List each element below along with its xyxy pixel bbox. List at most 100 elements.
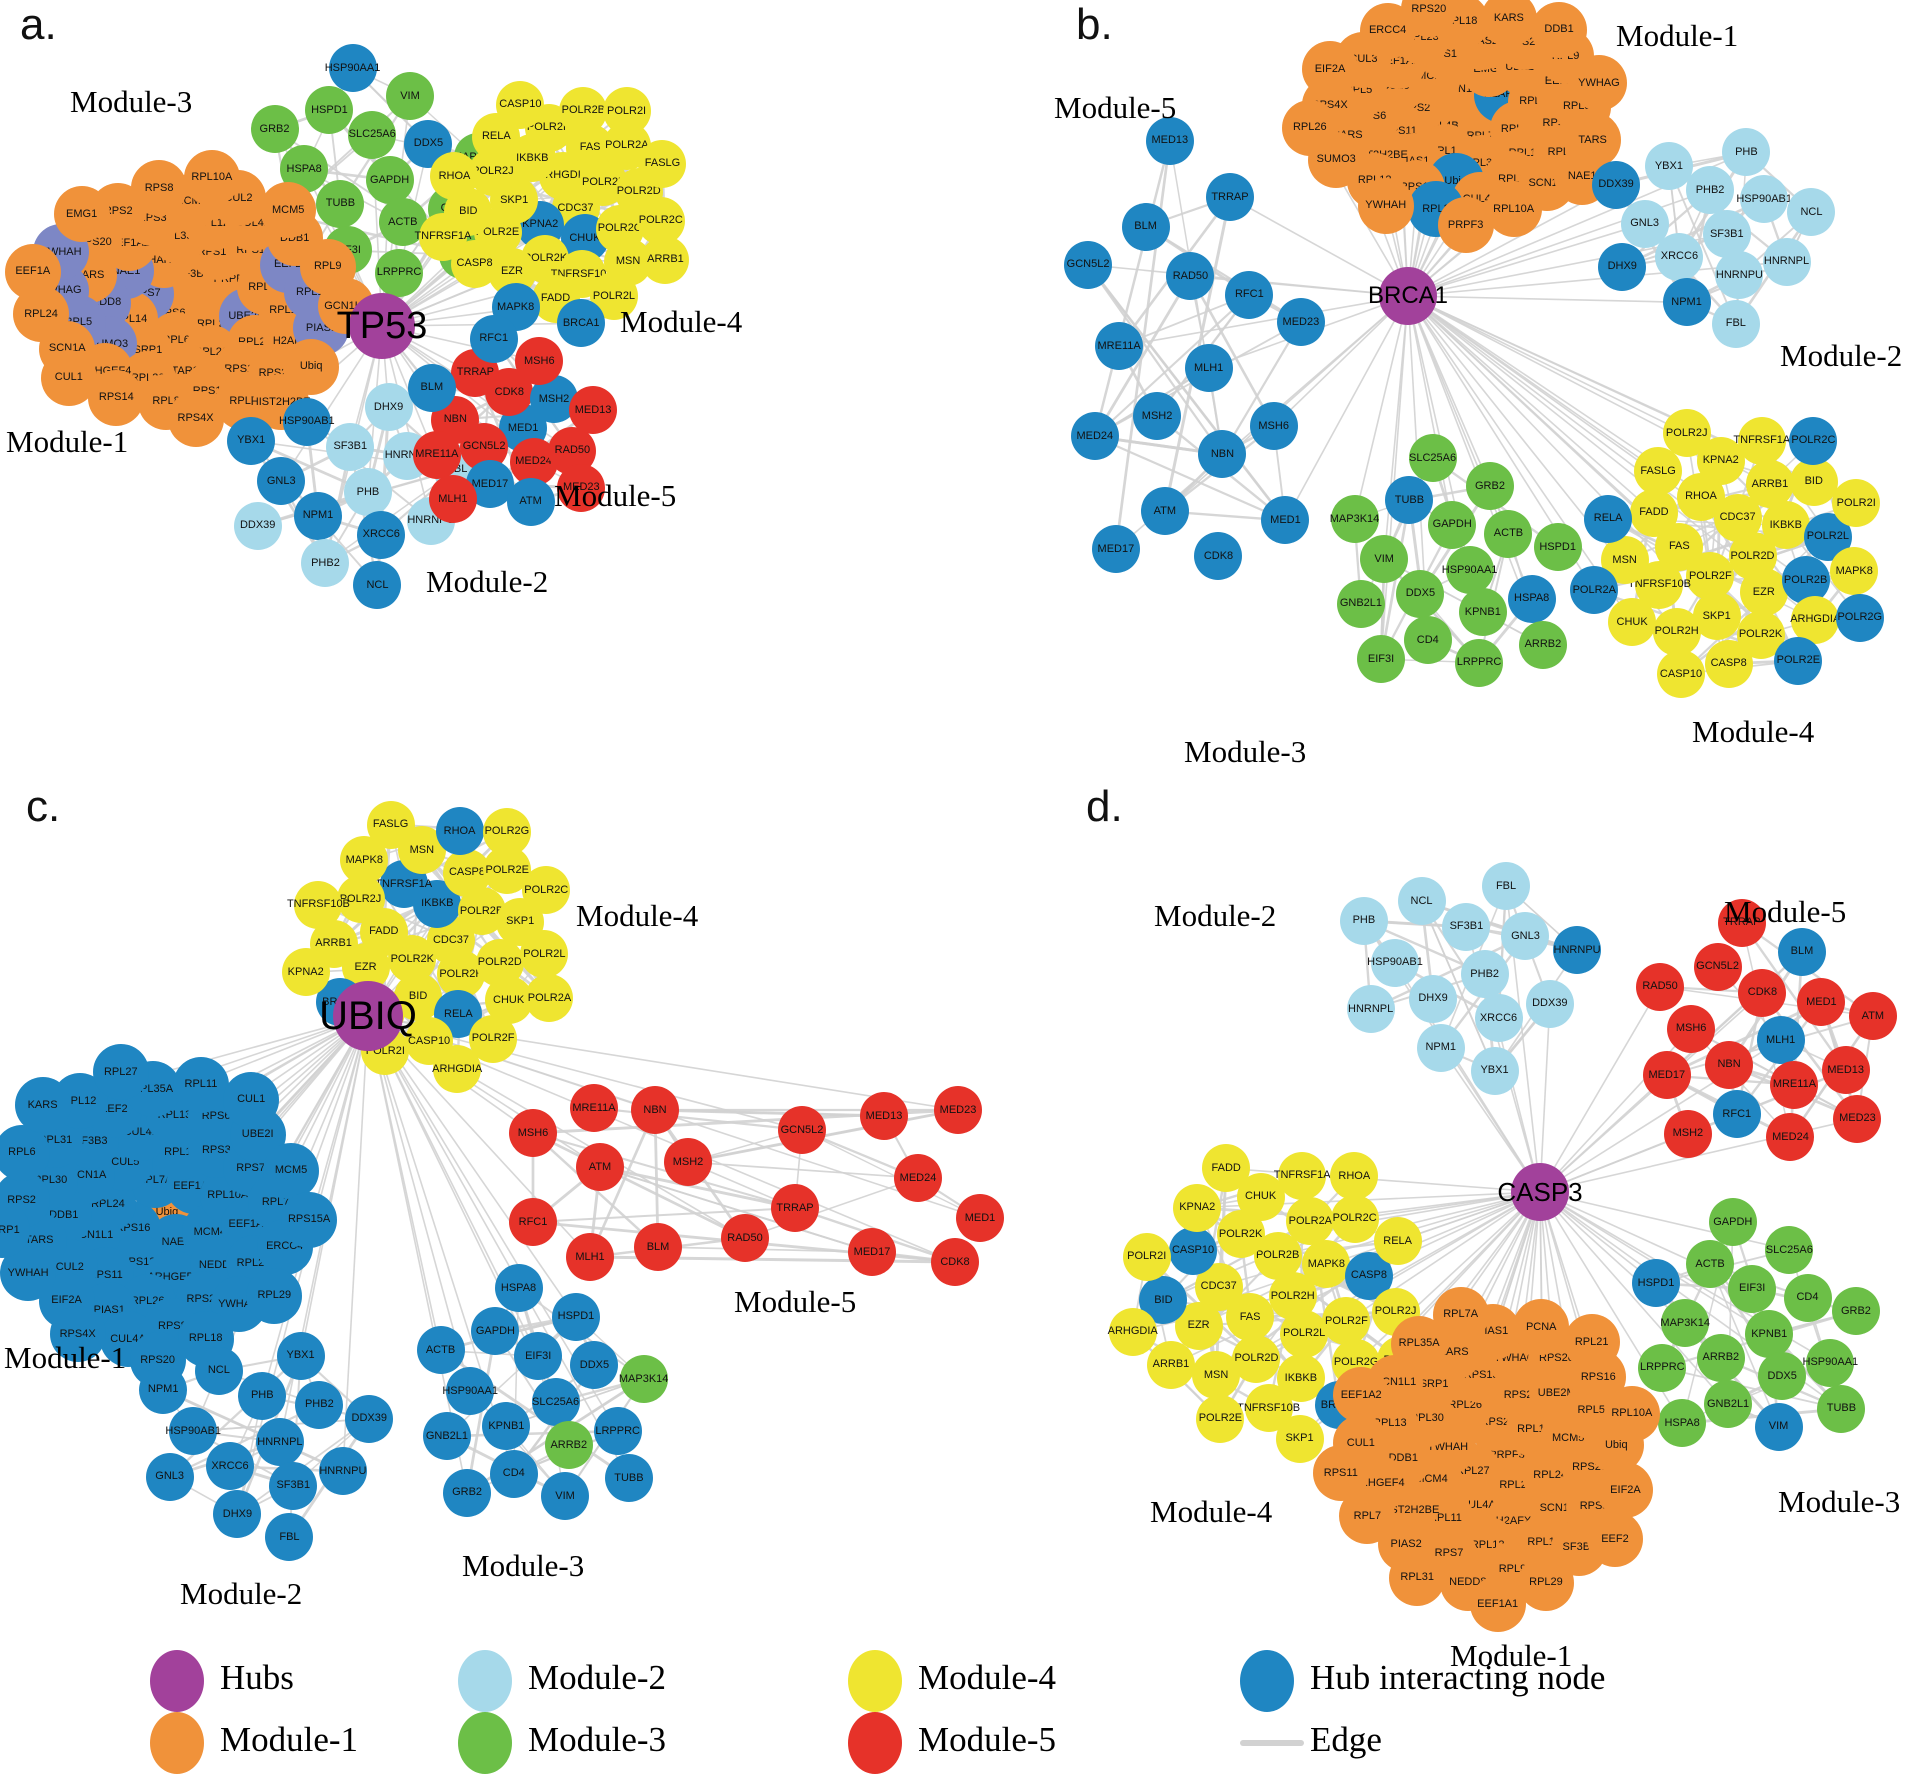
node-YWHAH[interactable]: YWHAH xyxy=(1357,177,1414,234)
node-TRRAP[interactable]: TRRAP xyxy=(1205,173,1254,222)
node-MAP3K14[interactable]: MAP3K14 xyxy=(619,1355,668,1404)
node-MSH6[interactable]: MSH6 xyxy=(1249,402,1298,451)
node-HSP90AA1[interactable]: HSP90AA1 xyxy=(325,44,380,93)
node-MED13[interactable]: MED13 xyxy=(569,386,618,434)
node-CASP10[interactable]: CASP10 xyxy=(1169,1226,1218,1275)
node-TNFRSF1A[interactable]: TNFRSF1A xyxy=(414,212,471,261)
node-XRCC6[interactable]: XRCC6 xyxy=(206,1442,254,1491)
node-VIM[interactable]: VIM xyxy=(385,72,434,120)
node-ACTB[interactable]: ACTB xyxy=(416,1326,465,1375)
hub-node-TP53[interactable]: TP53 xyxy=(337,293,427,359)
node-SLC25A6[interactable]: SLC25A6 xyxy=(1765,1226,1814,1274)
node-HSP90AB1[interactable]: HSP90AB1 xyxy=(1736,175,1792,223)
node-BLM[interactable]: BLM xyxy=(1121,202,1170,251)
node-PHB2[interactable]: PHB2 xyxy=(1460,950,1509,998)
node-ATM[interactable]: ATM xyxy=(1848,992,1897,1041)
node-RPL10A[interactable]: RPL10A xyxy=(1603,1385,1660,1442)
node-PRPF3[interactable]: PRPF3 xyxy=(1437,197,1494,254)
node-SF3B1[interactable]: SF3B1 xyxy=(1442,902,1491,951)
node-MLH1[interactable]: MLH1 xyxy=(566,1233,614,1281)
node-MED23[interactable]: MED23 xyxy=(1276,298,1325,347)
node-ATM[interactable]: ATM xyxy=(1140,487,1189,536)
node-MSN[interactable]: MSN xyxy=(1192,1351,1241,1400)
node-NPM1[interactable]: NPM1 xyxy=(139,1365,188,1414)
node-MCM5[interactable]: MCM5 xyxy=(263,1142,320,1199)
node-MED24[interactable]: MED24 xyxy=(894,1154,942,1202)
node-XRCC6[interactable]: XRCC6 xyxy=(1474,994,1523,1043)
node-TNFRSF1A[interactable]: TNFRSF1A xyxy=(1274,1151,1331,1200)
node-RPS8[interactable]: RPS8 xyxy=(131,160,188,217)
node-ATM[interactable]: ATM xyxy=(506,477,555,526)
node-EEF1A1[interactable]: EEF1A1 xyxy=(1469,1576,1526,1633)
node-EIF3I[interactable]: EIF3I xyxy=(1357,635,1406,684)
node-FASLG[interactable]: FASLG xyxy=(366,800,415,849)
node-GCN5L2[interactable]: GCN5L2 xyxy=(778,1106,826,1154)
node-RPL29[interactable]: RPL29 xyxy=(1517,1554,1574,1611)
node-HSP90AB1[interactable]: HSP90AB1 xyxy=(279,397,335,446)
node-POLR2I[interactable]: POLR2I xyxy=(1832,479,1881,528)
node-TNFRSF1A[interactable]: TNFRSF1A xyxy=(1733,416,1790,465)
node-MAPK8[interactable]: MAPK8 xyxy=(1830,547,1879,596)
node-GNB2L1[interactable]: GNB2L1 xyxy=(1336,579,1385,628)
node-CDK8[interactable]: CDK8 xyxy=(931,1238,979,1286)
node-GRB2[interactable]: GRB2 xyxy=(1465,462,1514,510)
node-HSPA8[interactable]: HSPA8 xyxy=(1658,1399,1707,1448)
node-EEF2[interactable]: EEF2 xyxy=(1586,1511,1643,1567)
node-HSP90AA1[interactable]: HSP90AA1 xyxy=(1803,1338,1858,1387)
node-PHB[interactable]: PHB xyxy=(343,468,392,516)
node-SKP1[interactable]: SKP1 xyxy=(1275,1414,1324,1463)
node-MRE11A[interactable]: MRE11A xyxy=(1770,1060,1819,1109)
node-TUBB[interactable]: TUBB xyxy=(604,1454,653,1503)
node-FASLG[interactable]: FASLG xyxy=(1634,447,1683,496)
node-MSH6[interactable]: MSH6 xyxy=(1667,1004,1716,1053)
node-RHOA[interactable]: RHOA xyxy=(1330,1152,1379,1201)
node-HSPD1[interactable]: HSPD1 xyxy=(551,1292,600,1341)
node-HSPA8[interactable]: HSPA8 xyxy=(494,1264,543,1313)
node-GNL3[interactable]: GNL3 xyxy=(145,1452,194,1501)
node-MSH2[interactable]: MSH2 xyxy=(1663,1109,1712,1158)
node-PHB[interactable]: PHB xyxy=(1339,896,1388,945)
node-NPM1[interactable]: NPM1 xyxy=(294,491,342,540)
node-MED17[interactable]: MED17 xyxy=(1642,1051,1691,1100)
hub-node-UBIQ[interactable]: UBIQ xyxy=(319,981,417,1051)
node-CD4[interactable]: CD4 xyxy=(1403,616,1452,665)
node-ARRB2[interactable]: ARRB2 xyxy=(1696,1333,1745,1382)
node-DHX9[interactable]: DHX9 xyxy=(1409,974,1458,1023)
node-POLR2J[interactable]: POLR2J xyxy=(1662,409,1711,458)
node-ARHGDIA[interactable]: ARHGDIA xyxy=(432,1045,482,1094)
node-NCL[interactable]: NCL xyxy=(1397,877,1446,926)
node-KARS[interactable]: KARS xyxy=(14,1077,71,1134)
node-MED17[interactable]: MED17 xyxy=(1091,525,1140,574)
node-RFC1[interactable]: RFC1 xyxy=(509,1198,557,1246)
node-SLC25A6[interactable]: SLC25A6 xyxy=(348,110,397,159)
node-ARRB1[interactable]: ARRB1 xyxy=(1745,460,1794,509)
node-POLR2C[interactable]: POLR2C xyxy=(1789,416,1838,465)
node-RPL7A[interactable]: RPL7A xyxy=(1432,1286,1489,1343)
node-PHB2[interactable]: PHB2 xyxy=(295,1380,344,1429)
node-CUL1[interactable]: CUL1 xyxy=(40,349,97,406)
node-MSH2[interactable]: MSH2 xyxy=(1133,392,1182,441)
node-HSPD1[interactable]: HSPD1 xyxy=(1533,523,1582,572)
node-GNB2L1[interactable]: GNB2L1 xyxy=(422,1412,471,1461)
node-RPL26[interactable]: RPL26 xyxy=(1281,99,1338,156)
node-RAD50[interactable]: RAD50 xyxy=(1636,962,1685,1011)
node-CD4[interactable]: CD4 xyxy=(489,1449,538,1498)
node-POLR2B[interactable]: POLR2B xyxy=(559,86,608,135)
node-PHB2[interactable]: PHB2 xyxy=(1686,166,1735,215)
node-TRRAP[interactable]: TRRAP xyxy=(771,1184,819,1232)
node-RPL11[interactable]: RPL11 xyxy=(172,1056,229,1113)
node-RPL10A[interactable]: RPL10A xyxy=(1485,181,1542,238)
node-HNRNPU[interactable]: HNRNPU xyxy=(318,1447,367,1496)
node-RAD50[interactable]: RAD50 xyxy=(721,1214,769,1262)
node-RPS15A[interactable]: RPS15A xyxy=(281,1191,338,1248)
node-ARRB2[interactable]: ARRB2 xyxy=(1518,620,1567,669)
node-GRB2[interactable]: GRB2 xyxy=(443,1468,492,1517)
node-RFC1[interactable]: RFC1 xyxy=(469,314,518,363)
node-GAPDH[interactable]: GAPDH xyxy=(1428,500,1477,549)
node-DDX39[interactable]: DDX39 xyxy=(345,1394,394,1443)
node-RPL21[interactable]: RPL21 xyxy=(1563,1314,1620,1371)
node-LRPPRC[interactable]: LRPPRC xyxy=(1638,1343,1687,1392)
node-DDB1[interactable]: DDB1 xyxy=(1531,1,1588,58)
node-XRCC6[interactable]: XRCC6 xyxy=(357,510,406,559)
node-BLM[interactable]: BLM xyxy=(407,363,456,412)
